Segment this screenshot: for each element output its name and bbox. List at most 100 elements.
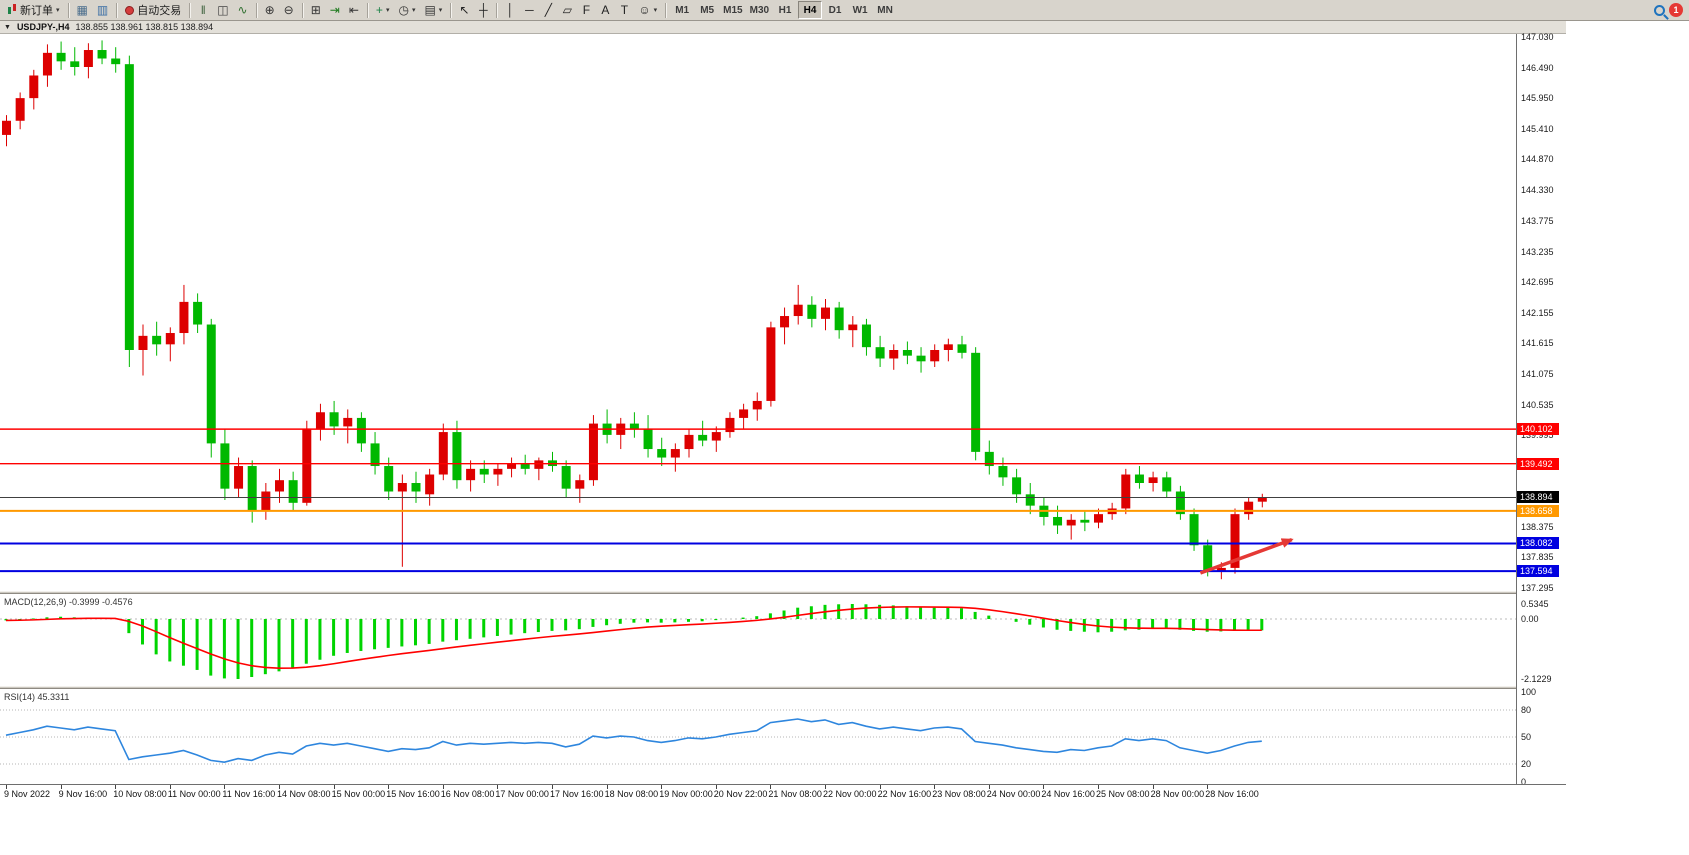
time-tick <box>388 785 390 789</box>
chevron-down-icon: ▾ <box>411 7 416 14</box>
indicators-icon[interactable]: + ▾ <box>372 1 394 19</box>
vertical-line-icon: │ <box>506 3 515 17</box>
search-icon[interactable] <box>1654 4 1665 16</box>
chevron-down-icon: ▾ <box>438 7 443 14</box>
dot-icon <box>125 5 135 15</box>
channel-icon[interactable]: ▱ <box>558 1 576 19</box>
macd-label: MACD(12,26,9) -0.3999 -0.4576 <box>4 597 133 607</box>
horizontal-line-icon[interactable]: ─ <box>520 1 538 19</box>
bar-chart-icon: ‖ <box>200 3 206 17</box>
periods-icon[interactable]: ◷ ▾ <box>394 1 419 19</box>
chart-shift-icon[interactable]: ⇤ <box>345 1 363 19</box>
macd-canvas[interactable] <box>0 594 1516 686</box>
time-label: 17 Nov 16:00 <box>550 789 604 799</box>
chart-collapse-icon[interactable]: ▼ <box>4 23 11 31</box>
time-label: 23 Nov 08:00 <box>932 789 986 799</box>
price-axis-label: 142.695 <box>1521 277 1554 288</box>
time-label: 11 Nov 16:00 <box>222 789 276 799</box>
new-order-button[interactable]: 新订单 ▾ <box>3 1 64 19</box>
tile-windows-icon[interactable]: ⊞ <box>307 1 325 19</box>
toolbar-separator <box>366 2 368 18</box>
time-tick <box>934 785 936 789</box>
line-chart-icon: ∿ <box>237 3 248 17</box>
macd-axis-label: 0.5345 <box>1521 598 1549 609</box>
time-tick <box>988 785 990 789</box>
templates-icon[interactable]: ▤ ▾ <box>420 1 446 19</box>
time-label: 9 Nov 16:00 <box>58 789 108 799</box>
candlestick-chart-icon[interactable]: ◫ <box>213 1 232 19</box>
timeframe-m15[interactable]: M15 <box>720 1 745 19</box>
time-tick <box>224 785 226 789</box>
timeframe-h4[interactable]: H4 <box>798 1 823 19</box>
vertical-line-icon[interactable]: │ <box>501 1 519 19</box>
trendline-icon[interactable]: ╱ <box>539 1 557 19</box>
indicators-icon: + <box>375 3 383 17</box>
notification-badge[interactable]: 1 <box>1669 3 1683 17</box>
text-icon[interactable]: A <box>596 1 614 19</box>
price-badge-current: 138.894 <box>1517 491 1559 504</box>
time-tick <box>1152 785 1154 789</box>
timeframe-d1[interactable]: D1 <box>823 1 847 19</box>
toolbar-separator <box>116 2 118 18</box>
time-tick <box>60 785 62 789</box>
time-label: 16 Nov 08:00 <box>440 789 495 799</box>
toolbar-buttons: 新订单 ▾ ▦ ▥ 自动交易 ‖ ◫ ∿ ⊕ ⊖ ⊞ ⇥ ⇤ + ▾ ◷ ▾ ▤ ▾ ↖ ┼ │ ─ ╱ ▱ F A T ☺ ▾ <box>3 1 669 19</box>
channel-icon: ▱ <box>562 3 572 17</box>
price-chart-canvas[interactable] <box>0 34 1516 591</box>
timeframe-h1[interactable]: H1 <box>773 1 797 19</box>
rsi-axis-label: 20 <box>1521 759 1532 769</box>
zoom-in-icon[interactable]: ⊕ <box>261 1 279 19</box>
timeframe-m30[interactable]: M30 <box>747 1 772 19</box>
macd-axis-label: 0.00 <box>1521 614 1539 624</box>
cursor-icon[interactable]: ↖ <box>455 1 473 19</box>
zoom-out-icon[interactable]: ⊖ <box>280 1 298 19</box>
time-tick <box>1207 785 1209 789</box>
trendline-icon: ╱ <box>544 3 552 17</box>
rsi-canvas[interactable] <box>0 689 1516 784</box>
fibonacci-icon: F <box>582 3 591 17</box>
time-tick <box>6 785 7 789</box>
time-tick <box>770 785 772 789</box>
time-label: 11 Nov 00:00 <box>167 789 221 799</box>
data-window-icon: ▥ <box>96 3 109 17</box>
auto-trading-button[interactable]: 自动交易 <box>121 1 185 19</box>
text-label-icon[interactable]: T <box>615 1 633 19</box>
time-tick <box>115 785 117 789</box>
bar-chart-icon[interactable]: ‖ <box>194 1 212 19</box>
arrows-icon[interactable]: ☺ ▾ <box>634 1 661 19</box>
auto-scroll-icon: ⇥ <box>329 3 340 17</box>
trend-arrow[interactable] <box>1199 537 1294 575</box>
arrows-icon: ☺ <box>638 3 651 17</box>
time-label: 24 Nov 00:00 <box>986 789 1041 799</box>
time-axis[interactable]: 9 Nov 2022 9 Nov 16:00 10 Nov 08:00 11 Nov … <box>0 784 1566 800</box>
macd-panel-splitter[interactable] <box>0 591 1566 594</box>
crosshair-icon: ┼ <box>479 3 488 17</box>
fibonacci-icon[interactable]: F <box>577 1 595 19</box>
time-tick <box>279 785 280 789</box>
charts-icon[interactable]: ▦ <box>73 1 92 19</box>
level-lines[interactable] <box>0 428 1516 573</box>
price-axis[interactable]: 147.030 146.490 145.950 145.410 144.870 144.3… <box>1516 32 1566 787</box>
cursor-icon: ↖ <box>459 3 470 17</box>
toolbar-separator <box>665 2 667 18</box>
auto-scroll-icon[interactable]: ⇥ <box>326 1 344 19</box>
line-chart-icon[interactable]: ∿ <box>234 1 252 19</box>
rsi-panel-splitter[interactable] <box>0 686 1566 689</box>
price-axis-label: 139.995 <box>1521 430 1554 441</box>
timeframe-m5[interactable]: M5 <box>695 1 719 19</box>
timeframe-w1[interactable]: W1 <box>848 1 872 19</box>
time-label: 28 Nov 00:00 <box>1150 789 1205 799</box>
macd-axis-label: -2.1229 <box>1521 674 1552 685</box>
timeframe-mn[interactable]: MN <box>873 1 897 19</box>
price-axis-label: 142.155 <box>1521 307 1554 318</box>
crosshair-icon[interactable]: ┼ <box>474 1 492 19</box>
data-window-icon[interactable]: ▥ <box>93 1 112 19</box>
timeframe-buttons: M1 M5 M15 M30 H1 H4 D1 W1 MN <box>670 1 897 19</box>
time-tick <box>879 785 881 789</box>
timeframe-m1[interactable]: M1 <box>670 1 694 19</box>
text-label-icon: T <box>620 3 629 17</box>
price-badge-level: 140.102 <box>1517 423 1559 436</box>
rsi-axis-label: 80 <box>1521 705 1532 715</box>
time-label: 25 Nov 08:00 <box>1096 789 1150 799</box>
